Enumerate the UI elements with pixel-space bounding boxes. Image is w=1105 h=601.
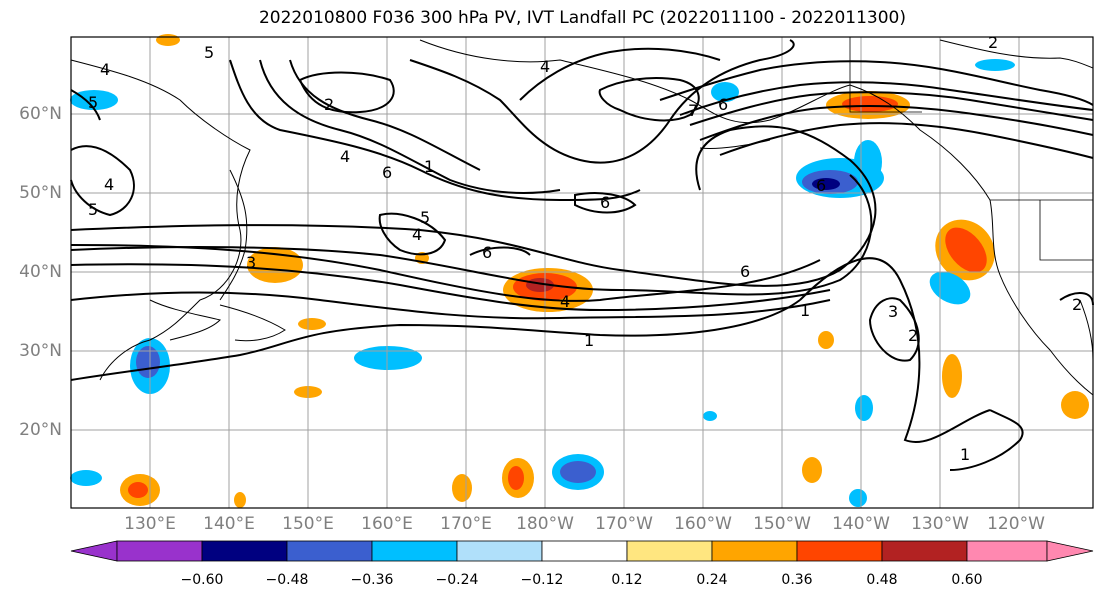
lon-label: 170°E (440, 514, 492, 534)
colorbar-low-extend (70, 540, 118, 562)
lon-label: 160°W (674, 514, 732, 534)
contour-label-layer: 5 4 2 4 6 1 5 4 6 5 5 3 4 6 1 4 6 6 1 3 … (88, 33, 1082, 464)
neg-patch (354, 346, 422, 370)
contour-label: 4 (104, 175, 114, 194)
pos-patch (156, 34, 180, 46)
neg-patch (703, 411, 717, 421)
neg-patch (70, 90, 118, 110)
colorbar-segment (711, 540, 798, 562)
contour-label: 5 (88, 93, 98, 112)
contour-label: 5 (204, 43, 214, 62)
contour-label: 7 (688, 101, 698, 120)
neg-patch (812, 178, 840, 190)
pos-patch (818, 331, 834, 349)
pos-patch (1061, 391, 1089, 419)
colorbar-tick-label: −0.60 (180, 572, 224, 588)
lon-label: 130°W (911, 514, 969, 534)
colorbar-segment (541, 540, 628, 562)
neg-patch (975, 59, 1015, 71)
colorbar-segment (626, 540, 713, 562)
contour-label: 2 (1072, 295, 1082, 314)
neg-patch (70, 470, 102, 486)
colorbar-tick-label: −0.12 (520, 572, 564, 588)
pos-patch (452, 474, 472, 502)
lat-label: 50°N (19, 183, 62, 203)
lon-label: 130°E (124, 514, 176, 534)
colorbar-segment (201, 540, 288, 562)
contour-label: 6 (382, 163, 392, 182)
contour-label: 3 (888, 302, 898, 321)
plot-frame (70, 36, 1094, 509)
contour-label: 4 (412, 225, 422, 244)
pos-patch (942, 354, 962, 398)
contour-label: 5 (420, 208, 430, 227)
contour-label: 4 (540, 57, 550, 76)
lat-label: 60°N (19, 104, 62, 124)
pos-patch (802, 457, 822, 483)
colorbar-segment (286, 540, 373, 562)
contour-label: 6 (600, 193, 610, 212)
contour-label: 4 (560, 292, 570, 311)
contour-label: 6 (718, 95, 728, 114)
colorbar-tick-label: 0.24 (696, 572, 728, 588)
colorbar-high-extend (1046, 540, 1094, 562)
lon-label: 170°W (595, 514, 653, 534)
lon-label: 150°W (753, 514, 811, 534)
lon-label: 160°E (361, 514, 413, 534)
colorbar-tick-label: −0.48 (265, 572, 309, 588)
contour-label: 4 (340, 147, 350, 166)
map-title: 2022010800 F036 300 hPa PV, IVT Landfall… (258, 8, 906, 28)
colorbar-tick-label: 0.12 (611, 572, 643, 588)
pos-patch (128, 482, 148, 498)
neg-patch (560, 461, 596, 483)
contour-label: 2 (908, 326, 918, 345)
gridlines (71, 37, 1093, 508)
neg-patch (711, 82, 739, 102)
lat-label: 30°N (19, 341, 62, 361)
contour-label: 2 (988, 33, 998, 52)
colorbar-segment (966, 540, 1048, 562)
contour-label: 2 (324, 95, 334, 114)
pos-patch (298, 318, 326, 330)
pos-patch (508, 466, 524, 490)
lon-label: 150°E (282, 514, 334, 534)
pv-contours (70, 39, 1094, 471)
contour-label: 6 (482, 243, 492, 262)
colorbar (70, 540, 1094, 562)
contour-label: 1 (584, 331, 594, 350)
pos-patch (234, 492, 246, 508)
contour-label: 6 (816, 176, 826, 195)
lon-label: 140°W (832, 514, 890, 534)
lat-label: 20°N (19, 420, 62, 440)
lon-label: 180°W (516, 514, 574, 534)
neg-patch (849, 489, 867, 507)
contour-label: 6 (740, 262, 750, 281)
colorbar-segment (796, 540, 883, 562)
colorbar-tick-label: −0.36 (350, 572, 394, 588)
pos-patch (945, 227, 987, 273)
pos-patch (842, 96, 898, 112)
colorbar-segment (116, 540, 203, 562)
contour-label: 1 (960, 445, 970, 464)
colorbar-tick-label: 0.36 (781, 572, 813, 588)
colorbar-tick-label: 0.48 (866, 572, 898, 588)
contour-label: 4 (100, 60, 110, 79)
neg-patch (855, 395, 873, 421)
colorbar-tick-label: −0.24 (435, 572, 479, 588)
colorbar-segment (881, 540, 968, 562)
contour-label: 3 (246, 253, 256, 272)
contour-label: 1 (800, 301, 810, 320)
contour-label: 5 (88, 200, 98, 219)
lat-label: 40°N (19, 262, 62, 282)
neg-patch (854, 140, 882, 184)
contour-label: 1 (424, 157, 434, 176)
lon-label: 140°E (203, 514, 255, 534)
colorbar-tick-label: 0.60 (951, 572, 983, 588)
colorbar-segment (456, 540, 543, 562)
lon-label: 120°W (987, 514, 1045, 534)
colorbar-segment (371, 540, 458, 562)
